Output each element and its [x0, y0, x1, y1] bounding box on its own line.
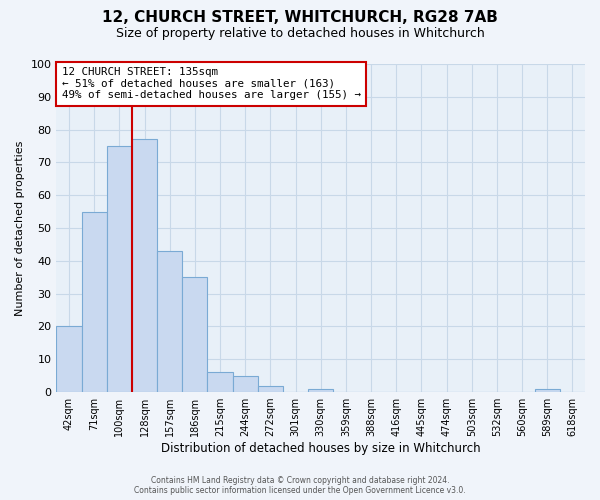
Bar	[157, 251, 182, 392]
Bar	[258, 386, 283, 392]
Bar	[132, 140, 157, 392]
Bar	[535, 389, 560, 392]
Text: Contains HM Land Registry data © Crown copyright and database right 2024.
Contai: Contains HM Land Registry data © Crown c…	[134, 476, 466, 495]
Bar	[208, 372, 233, 392]
Text: 12, CHURCH STREET, WHITCHURCH, RG28 7AB: 12, CHURCH STREET, WHITCHURCH, RG28 7AB	[102, 10, 498, 25]
Text: Size of property relative to detached houses in Whitchurch: Size of property relative to detached ho…	[116, 28, 484, 40]
Text: 12 CHURCH STREET: 135sqm
← 51% of detached houses are smaller (163)
49% of semi-: 12 CHURCH STREET: 135sqm ← 51% of detach…	[62, 68, 361, 100]
Bar	[233, 376, 258, 392]
X-axis label: Distribution of detached houses by size in Whitchurch: Distribution of detached houses by size …	[161, 442, 481, 455]
Bar	[107, 146, 132, 392]
Bar	[182, 278, 208, 392]
Bar	[56, 326, 82, 392]
Y-axis label: Number of detached properties: Number of detached properties	[15, 140, 25, 316]
Bar	[308, 389, 333, 392]
Bar	[82, 212, 107, 392]
